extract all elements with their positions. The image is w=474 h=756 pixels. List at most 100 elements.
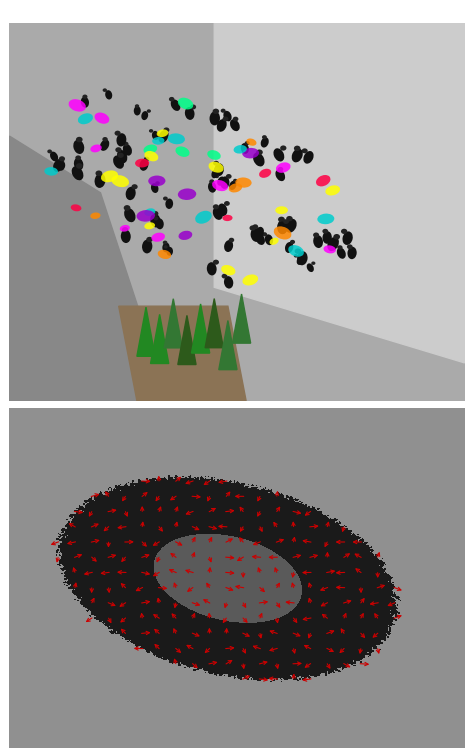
Ellipse shape	[75, 156, 81, 160]
Ellipse shape	[222, 116, 228, 122]
Ellipse shape	[213, 161, 219, 166]
Ellipse shape	[270, 237, 279, 245]
Ellipse shape	[144, 144, 157, 154]
Polygon shape	[118, 306, 246, 401]
Ellipse shape	[215, 175, 219, 178]
Ellipse shape	[81, 97, 89, 107]
Ellipse shape	[224, 276, 233, 289]
Ellipse shape	[73, 140, 84, 154]
Ellipse shape	[150, 214, 161, 228]
Ellipse shape	[91, 144, 102, 153]
Ellipse shape	[47, 150, 52, 153]
Ellipse shape	[59, 156, 65, 161]
Ellipse shape	[262, 135, 267, 139]
Ellipse shape	[347, 244, 353, 249]
Ellipse shape	[220, 176, 229, 189]
Ellipse shape	[157, 129, 168, 137]
Ellipse shape	[74, 158, 83, 170]
Ellipse shape	[295, 249, 301, 254]
Ellipse shape	[113, 156, 124, 169]
Ellipse shape	[274, 226, 292, 240]
Ellipse shape	[280, 145, 286, 150]
Ellipse shape	[322, 231, 332, 243]
Ellipse shape	[165, 199, 173, 209]
Ellipse shape	[262, 232, 267, 237]
Ellipse shape	[123, 141, 128, 146]
Ellipse shape	[148, 175, 165, 186]
Ellipse shape	[294, 254, 298, 258]
Ellipse shape	[275, 206, 288, 214]
Ellipse shape	[76, 163, 82, 169]
Ellipse shape	[169, 97, 174, 101]
Ellipse shape	[190, 104, 196, 110]
Polygon shape	[137, 307, 155, 356]
Ellipse shape	[111, 175, 129, 187]
Ellipse shape	[303, 151, 314, 164]
Ellipse shape	[213, 207, 223, 220]
Ellipse shape	[217, 119, 227, 132]
Ellipse shape	[222, 215, 233, 221]
Ellipse shape	[71, 204, 82, 211]
Polygon shape	[205, 299, 223, 348]
Ellipse shape	[121, 230, 131, 243]
Ellipse shape	[155, 218, 164, 229]
Ellipse shape	[273, 148, 284, 162]
Ellipse shape	[313, 235, 323, 248]
Ellipse shape	[218, 203, 228, 216]
Ellipse shape	[208, 181, 216, 193]
Ellipse shape	[209, 162, 224, 172]
Ellipse shape	[115, 147, 121, 153]
Ellipse shape	[275, 169, 285, 181]
Ellipse shape	[178, 98, 193, 110]
Ellipse shape	[211, 169, 219, 178]
Ellipse shape	[142, 240, 152, 253]
Ellipse shape	[214, 163, 224, 176]
Ellipse shape	[256, 150, 263, 155]
Ellipse shape	[151, 233, 165, 242]
Polygon shape	[214, 23, 465, 363]
Ellipse shape	[164, 245, 168, 249]
Ellipse shape	[168, 133, 185, 144]
Ellipse shape	[53, 159, 64, 172]
Polygon shape	[191, 304, 210, 353]
Ellipse shape	[145, 151, 158, 161]
Ellipse shape	[290, 240, 295, 244]
Ellipse shape	[249, 225, 256, 231]
Ellipse shape	[155, 181, 160, 185]
Ellipse shape	[213, 204, 219, 209]
Ellipse shape	[278, 222, 287, 234]
Ellipse shape	[278, 167, 283, 172]
Ellipse shape	[45, 167, 58, 175]
Ellipse shape	[152, 137, 164, 144]
Ellipse shape	[294, 146, 301, 151]
Ellipse shape	[213, 259, 219, 265]
Ellipse shape	[285, 218, 297, 233]
Ellipse shape	[252, 225, 258, 229]
Ellipse shape	[105, 90, 112, 100]
Ellipse shape	[103, 88, 107, 92]
Ellipse shape	[317, 214, 334, 225]
Ellipse shape	[241, 143, 249, 154]
Ellipse shape	[222, 274, 228, 278]
Ellipse shape	[147, 110, 151, 113]
Ellipse shape	[144, 209, 155, 216]
Ellipse shape	[124, 208, 136, 222]
Ellipse shape	[171, 100, 181, 111]
Ellipse shape	[230, 119, 240, 131]
Ellipse shape	[95, 173, 106, 188]
Ellipse shape	[217, 176, 225, 186]
Ellipse shape	[221, 109, 226, 113]
Ellipse shape	[341, 229, 347, 234]
Ellipse shape	[277, 219, 288, 234]
Ellipse shape	[285, 242, 293, 253]
Ellipse shape	[151, 183, 158, 193]
Ellipse shape	[255, 234, 265, 245]
Ellipse shape	[131, 184, 137, 189]
Ellipse shape	[242, 148, 259, 159]
Ellipse shape	[60, 160, 64, 163]
Ellipse shape	[337, 245, 343, 249]
Ellipse shape	[50, 151, 58, 162]
Ellipse shape	[235, 178, 252, 187]
Ellipse shape	[212, 180, 228, 191]
Ellipse shape	[233, 178, 237, 182]
